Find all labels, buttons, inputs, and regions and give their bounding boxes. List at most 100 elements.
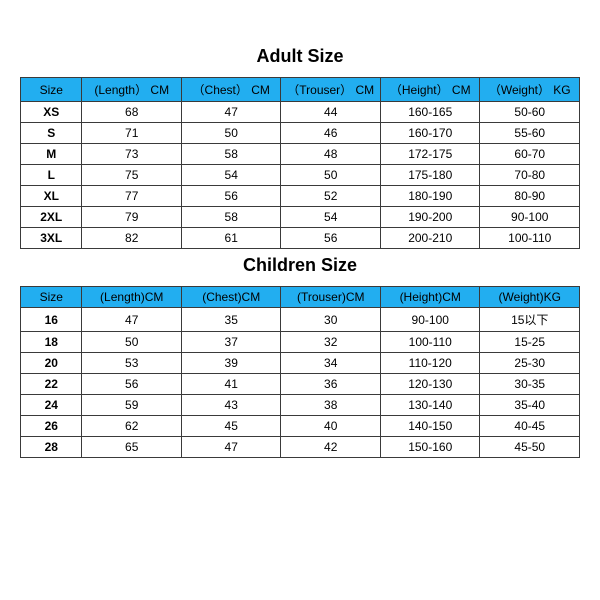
cell-chest: 56 [181, 186, 281, 207]
cell-length: 65 [82, 437, 182, 458]
col-trouser: （Trouser） CM [281, 78, 381, 102]
adult-title: Adult Size [20, 40, 580, 77]
col-weight: (Weight)KG [480, 287, 580, 308]
table-row: XS684744160-16550-60 [21, 102, 580, 123]
cell-height: 175-180 [380, 165, 480, 186]
cell-weight: 40-45 [480, 416, 580, 437]
cell-weight: 80-90 [480, 186, 580, 207]
col-chest: （Chest） CM [181, 78, 281, 102]
cell-weight: 25-30 [480, 353, 580, 374]
cell-chest: 39 [181, 353, 281, 374]
cell-length: 68 [82, 102, 182, 123]
table-row: 18503732100-11015-25 [21, 332, 580, 353]
cell-weight: 90-100 [480, 207, 580, 228]
cell-size: 24 [21, 395, 82, 416]
cell-weight: 60-70 [480, 144, 580, 165]
cell-chest: 50 [181, 123, 281, 144]
cell-length: 73 [82, 144, 182, 165]
table-row: L755450175-18070-80 [21, 165, 580, 186]
table-row: 26624540140-15040-45 [21, 416, 580, 437]
cell-trouser: 42 [281, 437, 381, 458]
cell-size: XS [21, 102, 82, 123]
col-length: (Length） CM [82, 78, 182, 102]
cell-length: 62 [82, 416, 182, 437]
table-row: 20533934110-12025-30 [21, 353, 580, 374]
col-height: （Height） CM [380, 78, 480, 102]
cell-height: 190-200 [380, 207, 480, 228]
cell-length: 50 [82, 332, 182, 353]
cell-chest: 47 [181, 102, 281, 123]
cell-chest: 41 [181, 374, 281, 395]
cell-weight: 55-60 [480, 123, 580, 144]
cell-chest: 54 [181, 165, 281, 186]
cell-trouser: 50 [281, 165, 381, 186]
table-row: 24594338130-14035-40 [21, 395, 580, 416]
cell-height: 100-110 [380, 332, 480, 353]
cell-chest: 43 [181, 395, 281, 416]
col-length: (Length)CM [82, 287, 182, 308]
cell-size: 3XL [21, 228, 82, 249]
cell-trouser: 32 [281, 332, 381, 353]
cell-trouser: 44 [281, 102, 381, 123]
cell-length: 77 [82, 186, 182, 207]
table-row: S715046160-17055-60 [21, 123, 580, 144]
cell-trouser: 54 [281, 207, 381, 228]
size-chart-wrap: Adult Size Size (Length） CM （Chest） CM （… [0, 0, 600, 600]
cell-height: 150-160 [380, 437, 480, 458]
table-row: XL775652180-19080-90 [21, 186, 580, 207]
cell-length: 47 [82, 308, 182, 332]
cell-weight: 70-80 [480, 165, 580, 186]
cell-length: 53 [82, 353, 182, 374]
cell-size: M [21, 144, 82, 165]
cell-weight: 50-60 [480, 102, 580, 123]
cell-size: 28 [21, 437, 82, 458]
cell-height: 90-100 [380, 308, 480, 332]
cell-height: 160-170 [380, 123, 480, 144]
cell-trouser: 56 [281, 228, 381, 249]
table-row: 3XL826156200-210100-110 [21, 228, 580, 249]
cell-height: 160-165 [380, 102, 480, 123]
cell-height: 140-150 [380, 416, 480, 437]
cell-chest: 58 [181, 144, 281, 165]
cell-chest: 61 [181, 228, 281, 249]
cell-trouser: 36 [281, 374, 381, 395]
cell-height: 200-210 [380, 228, 480, 249]
cell-size: 16 [21, 308, 82, 332]
cell-height: 180-190 [380, 186, 480, 207]
cell-height: 120-130 [380, 374, 480, 395]
cell-size: 22 [21, 374, 82, 395]
cell-height: 172-175 [380, 144, 480, 165]
cell-size: 2XL [21, 207, 82, 228]
cell-trouser: 40 [281, 416, 381, 437]
cell-weight: 15-25 [480, 332, 580, 353]
cell-trouser: 52 [281, 186, 381, 207]
cell-trouser: 38 [281, 395, 381, 416]
cell-height: 130-140 [380, 395, 480, 416]
cell-size: 20 [21, 353, 82, 374]
col-height: (Height)CM [380, 287, 480, 308]
cell-size: S [21, 123, 82, 144]
cell-trouser: 34 [281, 353, 381, 374]
adult-size-table: Size (Length） CM （Chest） CM （Trouser） CM… [20, 77, 580, 249]
col-weight: （Weight） KG [480, 78, 580, 102]
table-row: M735848172-17560-70 [21, 144, 580, 165]
cell-height: 110-120 [380, 353, 480, 374]
cell-weight: 15以下 [480, 308, 580, 332]
cell-length: 75 [82, 165, 182, 186]
cell-chest: 45 [181, 416, 281, 437]
cell-chest: 35 [181, 308, 281, 332]
col-size: Size [21, 78, 82, 102]
cell-trouser: 48 [281, 144, 381, 165]
cell-chest: 47 [181, 437, 281, 458]
cell-length: 71 [82, 123, 182, 144]
table-row: 1647353090-10015以下 [21, 308, 580, 332]
cell-weight: 30-35 [480, 374, 580, 395]
col-size: Size [21, 287, 82, 308]
cell-length: 82 [82, 228, 182, 249]
cell-size: XL [21, 186, 82, 207]
col-trouser: (Trouser)CM [281, 287, 381, 308]
cell-trouser: 46 [281, 123, 381, 144]
cell-length: 79 [82, 207, 182, 228]
table-header-row: Size (Length)CM (Chest)CM (Trouser)CM (H… [21, 287, 580, 308]
table-row: 2XL795854190-20090-100 [21, 207, 580, 228]
